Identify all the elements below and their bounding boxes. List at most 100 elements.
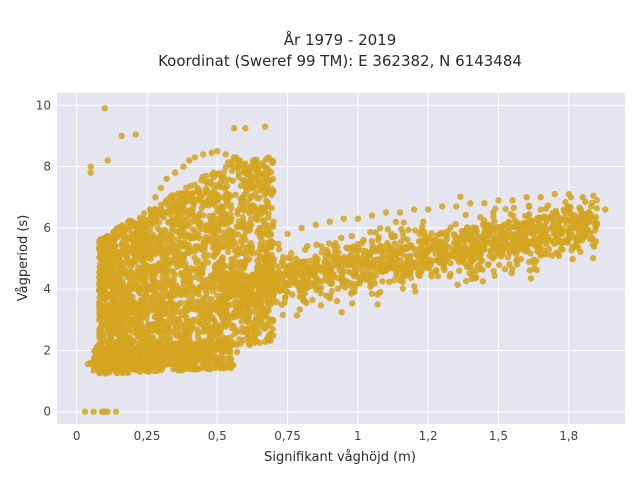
data-point	[96, 316, 103, 323]
data-point	[152, 207, 159, 214]
data-point	[141, 210, 148, 217]
data-point	[195, 189, 202, 196]
data-point	[318, 243, 325, 250]
data-point	[467, 200, 474, 207]
x-tick-labels: 0 0,25 0,5 0,75 1 1,2 1,5 1,8	[73, 429, 578, 443]
data-point	[118, 283, 125, 290]
data-point	[244, 169, 251, 176]
data-point	[131, 250, 138, 257]
data-point	[206, 330, 213, 337]
data-point	[514, 222, 522, 230]
data-point	[537, 206, 544, 213]
data-point	[122, 311, 129, 318]
data-point	[225, 248, 232, 256]
data-point	[400, 219, 407, 226]
data-point	[165, 320, 172, 327]
data-point	[265, 154, 272, 161]
data-point	[343, 244, 350, 251]
data-point	[123, 328, 130, 335]
data-point	[263, 177, 271, 184]
data-point	[403, 253, 410, 261]
data-point	[304, 277, 311, 284]
data-point	[207, 197, 214, 204]
data-point	[137, 361, 144, 369]
data-point	[118, 356, 125, 363]
data-point	[489, 255, 497, 262]
data-point	[135, 351, 142, 359]
data-point	[110, 304, 117, 311]
data-point	[150, 334, 157, 341]
data-point	[472, 224, 480, 232]
y-tick-label: 4	[43, 282, 51, 296]
data-point	[174, 302, 182, 309]
data-point	[180, 216, 187, 224]
data-point	[157, 230, 165, 238]
y-tick-label: 0	[43, 405, 51, 419]
data-point	[274, 280, 281, 287]
data-point	[542, 205, 550, 212]
data-point	[135, 333, 142, 340]
data-point	[190, 200, 198, 207]
data-point	[244, 244, 251, 251]
data-point	[593, 205, 600, 212]
data-point	[412, 288, 419, 295]
data-point	[545, 245, 553, 253]
data-point	[200, 320, 207, 327]
data-point	[457, 193, 464, 200]
data-point	[572, 242, 579, 249]
data-point	[259, 246, 266, 253]
data-point	[224, 196, 231, 203]
data-point	[104, 408, 111, 415]
data-point	[157, 348, 165, 356]
data-point	[174, 345, 182, 353]
data-point	[199, 308, 207, 315]
data-point	[506, 249, 513, 257]
data-point	[495, 243, 502, 250]
data-point	[143, 310, 151, 317]
data-point	[139, 263, 147, 271]
data-point	[481, 246, 488, 253]
data-point	[159, 260, 166, 268]
data-point	[516, 229, 524, 236]
data-point	[188, 362, 196, 369]
data-point	[184, 233, 192, 240]
data-point	[230, 361, 237, 369]
data-point	[425, 258, 432, 265]
data-point	[354, 273, 362, 281]
data-point	[354, 240, 362, 247]
data-point	[102, 260, 110, 268]
data-point	[208, 236, 215, 244]
data-point	[230, 154, 238, 161]
data-point	[81, 408, 89, 415]
data-point	[135, 230, 142, 238]
data-point	[229, 323, 236, 331]
data-point	[219, 262, 226, 270]
data-point	[407, 268, 414, 276]
data-point	[256, 295, 263, 302]
data-point	[565, 209, 573, 217]
data-point	[279, 311, 287, 319]
data-point	[268, 271, 275, 278]
data-point	[247, 193, 254, 201]
data-point	[104, 314, 112, 322]
data-point	[139, 296, 146, 303]
data-point	[99, 312, 107, 319]
data-point	[162, 324, 169, 332]
data-point	[445, 243, 453, 251]
data-point	[105, 310, 112, 317]
data-point	[163, 175, 170, 182]
data-point	[217, 204, 224, 211]
data-point	[166, 347, 173, 354]
data-point	[326, 295, 333, 302]
data-point	[137, 223, 144, 230]
data-point	[386, 243, 394, 251]
data-point	[144, 254, 151, 261]
data-point	[220, 280, 227, 288]
data-point	[415, 271, 422, 278]
data-point	[443, 232, 450, 240]
data-point	[470, 256, 477, 264]
data-point	[243, 275, 250, 282]
data-point	[404, 236, 411, 243]
data-point	[124, 247, 132, 254]
